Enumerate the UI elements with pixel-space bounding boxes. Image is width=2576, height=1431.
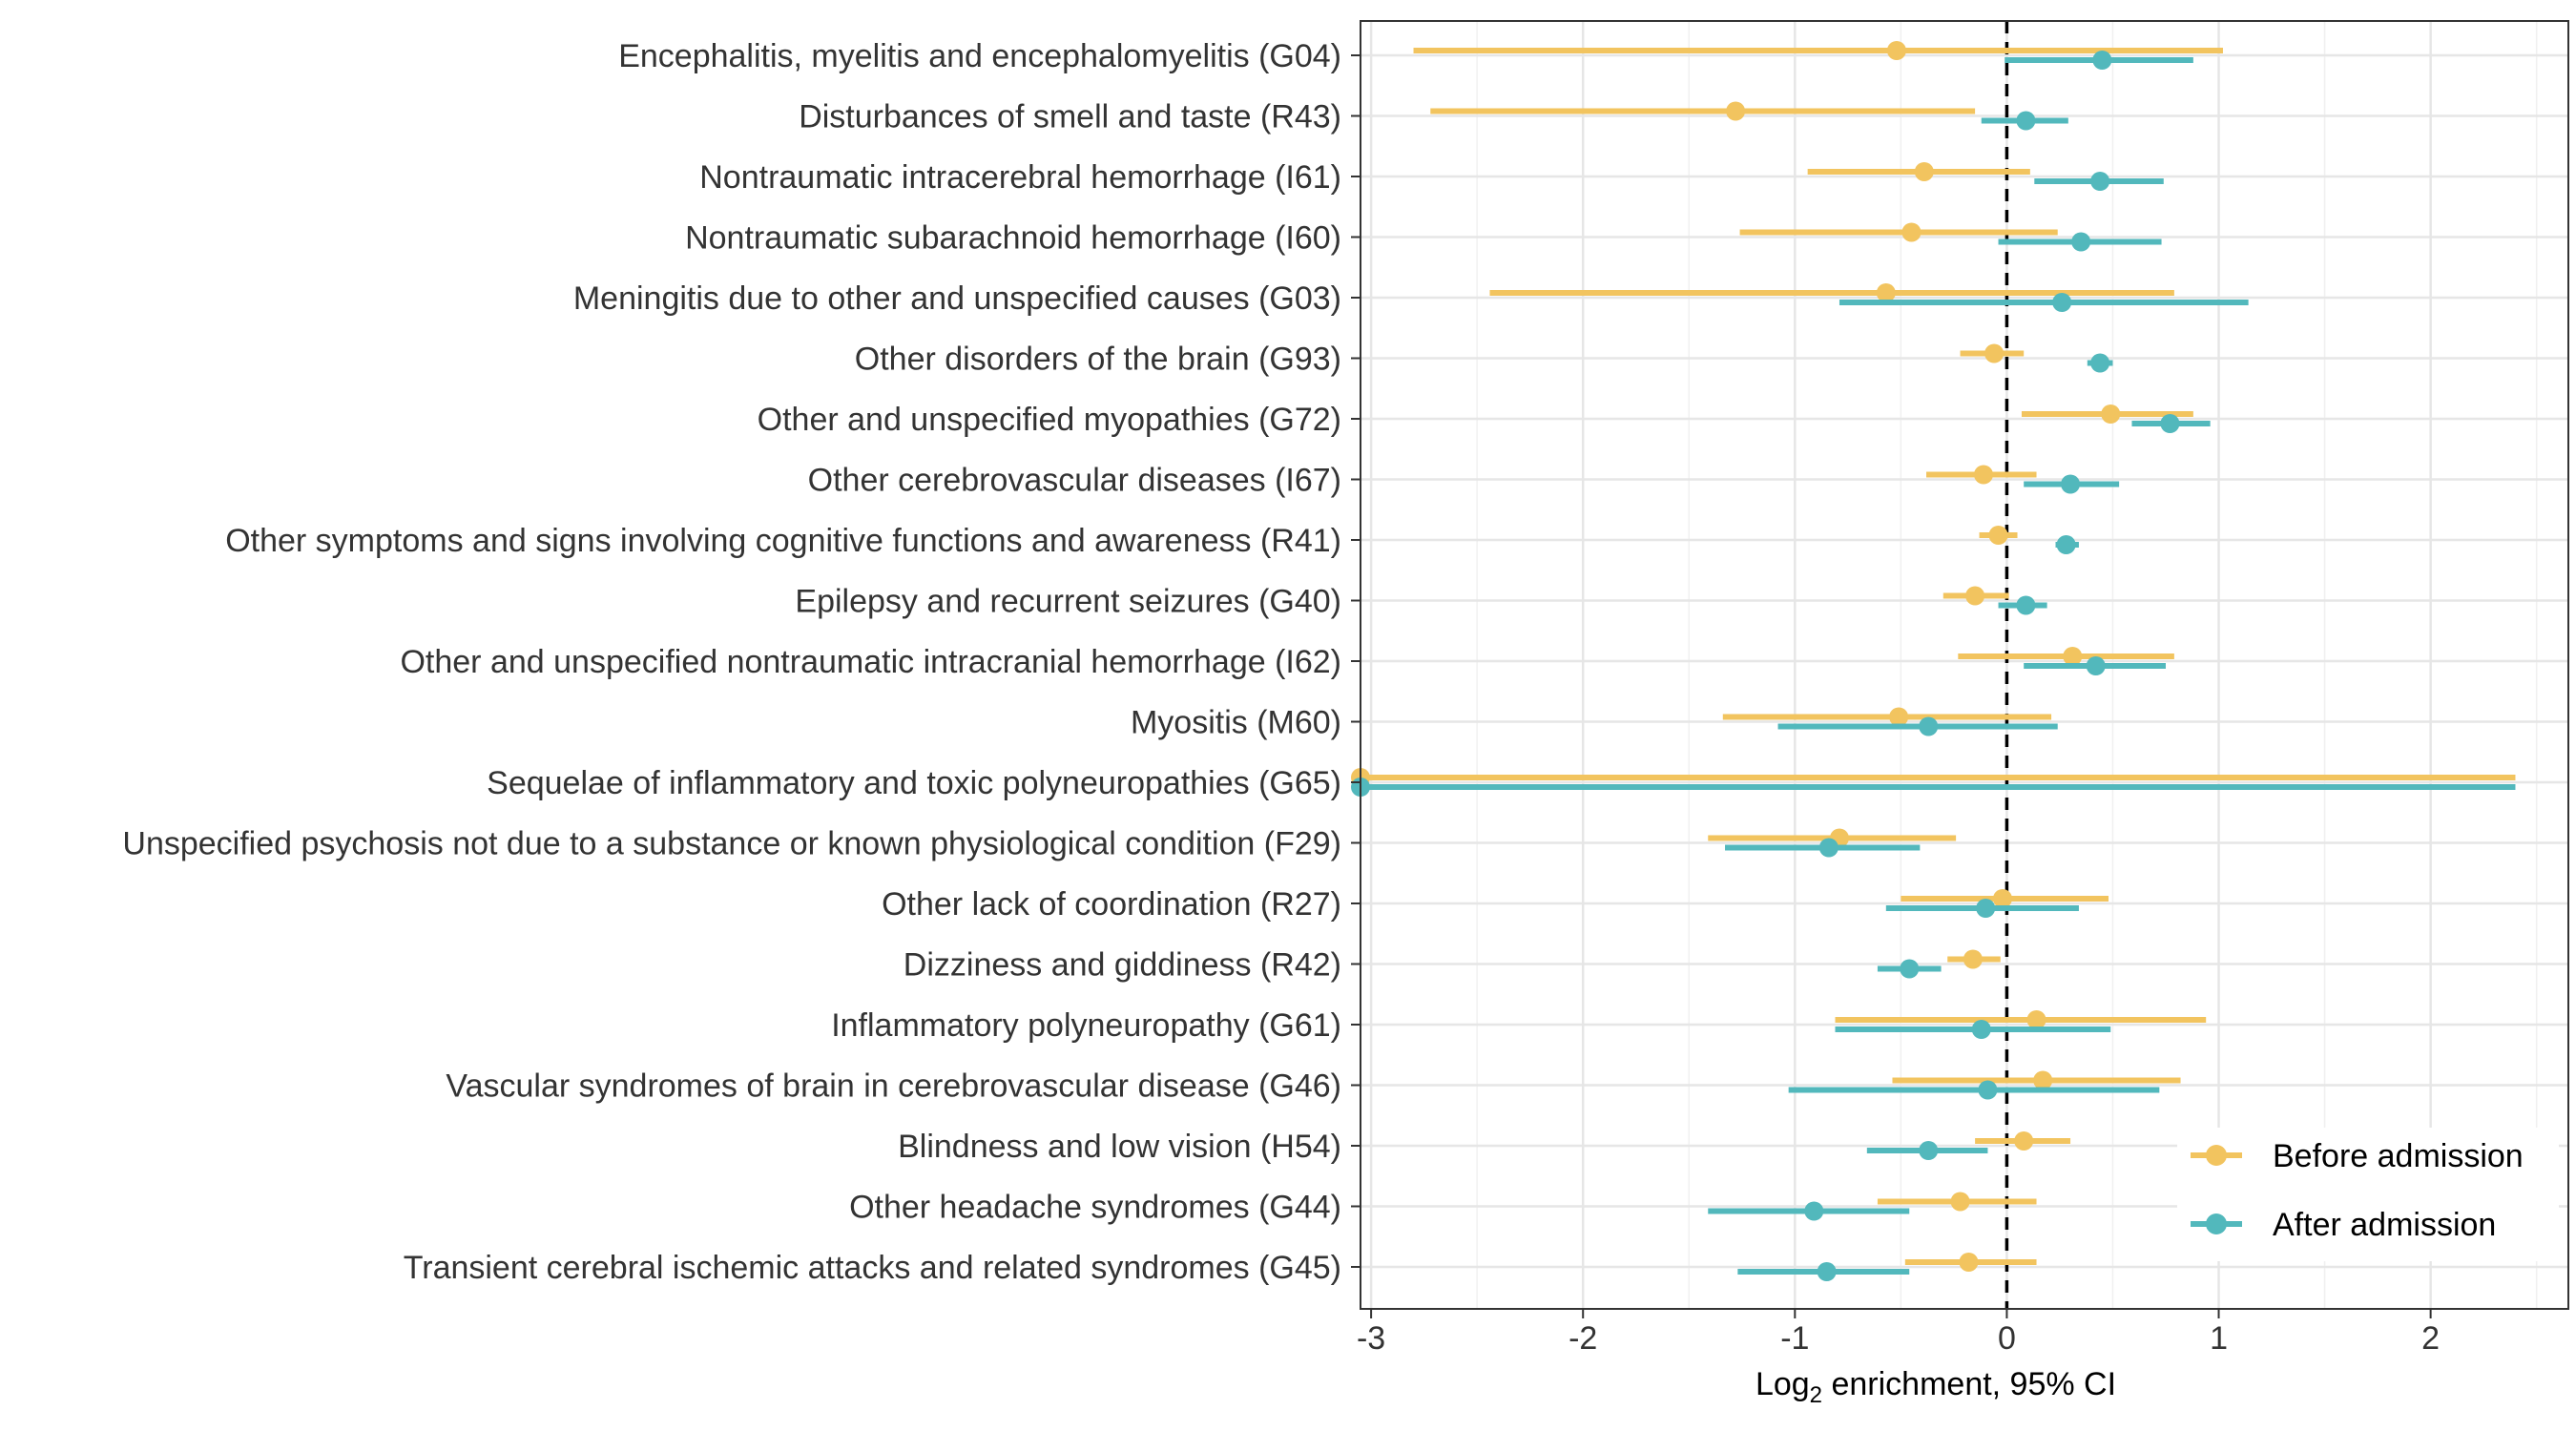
point-estimate-after [2092,51,2112,70]
point-estimate-before [1914,162,1934,181]
x-tick-label: 2 [2421,1320,2440,1357]
point-estimate-before [1889,707,1909,727]
point-estimate-before [1973,465,1993,485]
category-label: Encephalitis, myelitis and encephalomyel… [618,38,1341,74]
point-estimate-before [1988,526,2008,545]
legend-background [2177,1128,2559,1261]
legend-label-after: After admission [2273,1207,2496,1243]
x-tick-label: -1 [1780,1320,1809,1357]
point-estimate-before [1959,1253,1979,1272]
plot-panel-border [1360,20,2569,1310]
point-estimate-before [1950,1192,1970,1212]
point-estimate-after [2071,232,2091,252]
plot-background [1361,21,2568,1309]
point-estimate-before [1984,343,2005,363]
point-estimate-after [1818,838,1839,858]
x-axis: -3 -2 -1 0 1 2 [1357,1309,2440,1357]
point-estimate-after [1919,1141,1939,1160]
category-label: Epilepsy and recurrent seizures (G40) [795,584,1341,620]
point-estimate-after [2052,293,2072,312]
x-tick-label: -3 [1357,1320,1385,1357]
point-estimate-after [2086,656,2106,675]
point-estimate-after [2016,111,2036,131]
point-estimate-before [2101,404,2121,424]
point-estimate-before [1992,889,2012,908]
point-estimate-after [2160,414,2180,433]
point-estimate-after [1804,1201,1824,1221]
category-label: Unspecified psychosis not due to a subst… [122,826,1341,862]
point-estimate-before [2026,1010,2046,1029]
point-estimate-after [2056,535,2076,554]
category-label: Other disorders of the brain (G93) [855,342,1341,378]
category-label: Sequelae of inflammatory and toxic polyn… [487,765,1341,801]
point-estimate-after [2090,172,2110,191]
point-estimate-after [2090,353,2110,373]
y-axis: Encephalitis, myelitis and encephalomyel… [122,38,1361,1286]
category-label: Other and unspecified nontraumatic intra… [400,644,1341,680]
category-label: Other symptoms and signs involving cogni… [225,523,1341,559]
x-axis-title-subscript: 2 [1810,1382,1822,1408]
point-estimate-before [1965,586,1985,606]
category-label: Other lack of coordination (R27) [882,886,1341,923]
point-estimate-after [2061,474,2081,494]
category-label: Vascular syndromes of brain in cerebrova… [446,1068,1341,1105]
x-axis-title-main: Log [1755,1366,1810,1402]
point-estimate-before [2033,1070,2053,1090]
point-estimate-after [1971,1020,1991,1039]
x-tick-label: 0 [1998,1320,2016,1357]
category-label: Other cerebrovascular diseases (I67) [808,463,1341,499]
legend-label-before: Before admission [2273,1138,2524,1174]
point-estimate-before [1726,101,1746,121]
x-axis-title-rest: enrichment, 95% CI [1822,1366,2116,1402]
category-label: Nontraumatic subarachnoid hemorrhage (I6… [685,220,1341,257]
category-label: Other and unspecified myopathies (G72) [758,402,1341,438]
x-tick-label: -2 [1568,1320,1597,1357]
category-label: Myositis (M60) [1131,705,1341,741]
category-label: Other headache syndromes (G44) [849,1190,1341,1226]
legend-key-after-point [2206,1213,2227,1234]
category-label: Blindness and low vision (H54) [898,1129,1341,1165]
point-estimate-after [2016,595,2036,615]
x-tick-label: 1 [2210,1320,2228,1357]
point-estimate-before [1886,41,1906,60]
category-label: Disturbances of smell and taste (R43) [799,99,1341,135]
point-estimate-before [1963,949,1983,969]
point-estimate-after [1976,899,1996,918]
point-estimate-before [1876,283,1896,302]
point-estimate-after [1919,716,1939,736]
point-estimate-before [2063,647,2083,666]
legend: Before admission After admission [2177,1128,2559,1261]
category-label: Inflammatory polyneuropathy (G61) [831,1007,1341,1044]
minor-gridlines [1476,21,2538,1309]
category-label: Nontraumatic intracerebral hemorrhage (I… [699,159,1341,196]
point-estimate-after [1817,1262,1837,1281]
legend-key-before-point [2206,1145,2227,1166]
point-estimate-before [1901,222,1922,242]
category-label: Meningitis due to other and unspecified … [573,280,1341,317]
x-axis-title: Log2 enrichment, 95% CI [1755,1366,2116,1408]
point-estimate-after [1900,959,1920,979]
major-gridlines [1361,21,2568,1309]
point-estimate-after [1978,1080,1998,1100]
category-label: Transient cerebral ischemic attacks and … [404,1250,1341,1286]
point-estimate-before [2014,1131,2034,1151]
category-label: Dizziness and giddiness (R42) [904,947,1341,984]
